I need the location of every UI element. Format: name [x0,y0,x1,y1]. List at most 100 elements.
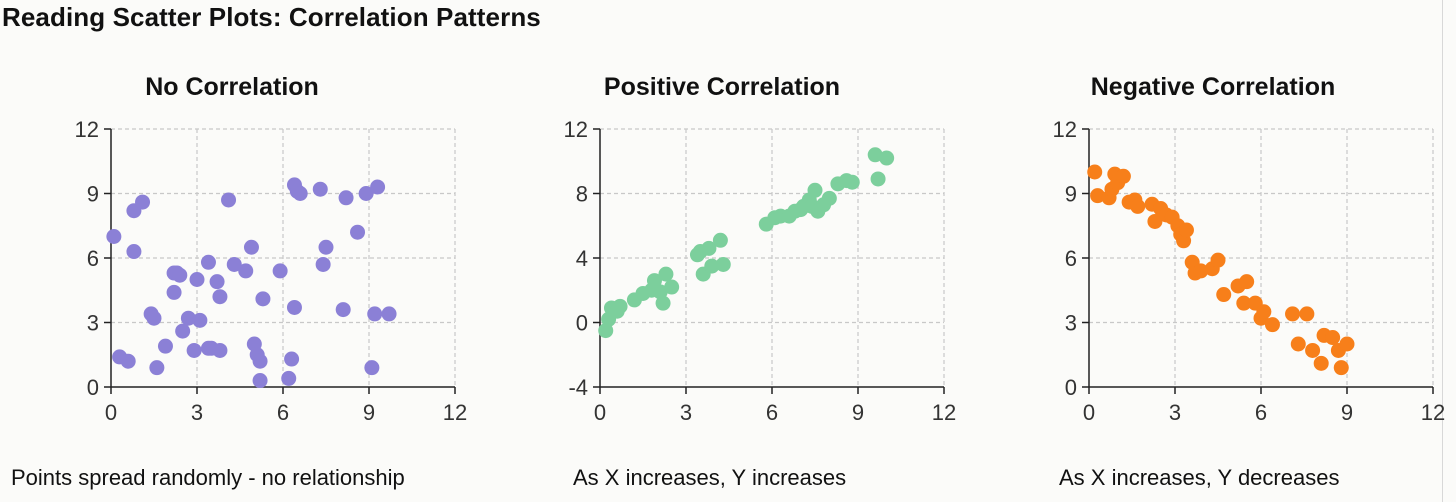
scatter-point [652,284,668,300]
scatter-point [1193,263,1209,279]
scatter-point [844,174,860,190]
y-tick-label: 6 [1065,246,1077,271]
scatter-point [701,240,717,256]
scatter-point [175,323,191,339]
scatter-point [1333,360,1349,376]
scatter-point [370,179,386,195]
scatter-point [1264,317,1280,333]
scatter-point [189,272,205,287]
y-tick-label: 0 [1065,375,1077,400]
x-tick-label: 3 [191,400,203,425]
scatter-point [807,182,823,198]
chart-2-caption: As X increases, Y increases [573,465,847,490]
y-tick-label: 9 [87,182,99,207]
y-tick-label: 9 [1065,182,1077,207]
scatter-point [238,263,254,279]
y-tick-label: 3 [1065,311,1077,336]
scatter-point [286,299,302,315]
scatter-point [715,256,731,272]
scatter-point [1305,342,1321,358]
y-tick-label: 3 [87,311,99,336]
x-tick-label: 9 [852,400,864,425]
scatter-point [209,274,225,290]
scatter-point [1285,306,1301,322]
scatter-point [252,373,268,389]
scatter-point [186,342,202,358]
scatter-point [243,239,259,255]
x-tick-label: 9 [1341,400,1353,425]
scatter-point [284,351,300,367]
y-tick-label: 12 [564,117,588,142]
scatter-point [106,229,122,244]
scatter-point [350,224,366,240]
chart-1-caption: Points spread randomly - no relationship [11,465,405,490]
scatter-point [338,190,354,206]
scatter-point [255,291,271,307]
scatter-point [292,186,308,201]
scatter-point [221,192,237,208]
scatter-point [867,147,883,163]
scatter-point [146,310,162,326]
x-tick-label: 6 [1255,400,1267,425]
scatter-point [704,258,720,274]
x-tick-label: 3 [680,400,692,425]
y-tick-label: 6 [87,246,99,271]
y-tick-label: 12 [75,117,99,142]
scatter-point [315,256,331,272]
scatter-point [381,306,397,322]
chart-3-title: Negative Correlation [1090,73,1336,101]
scatter-point [1090,188,1106,204]
x-tick-label: 9 [363,400,375,425]
scatter-point [1256,304,1272,320]
scatter-point [1290,336,1306,352]
scatter-point [367,306,383,322]
scatter-point [281,370,297,386]
scatter-point [166,284,182,300]
x-tick-label: 12 [932,400,956,425]
y-tick-label: 0 [576,311,588,336]
x-tick-label: 6 [766,400,778,425]
scatter-point [312,181,328,197]
scatter-point [664,279,680,295]
scatter-point [120,353,136,369]
scatter-point [157,338,173,354]
scatter-point [1147,213,1163,229]
scatter-point [1299,306,1315,322]
scatter-point [655,295,671,311]
x-tick-label: 0 [1083,400,1095,425]
chart-2-title: Positive Correlation [603,73,841,101]
y-tick-label: 0 [87,375,99,400]
page-right-border [1442,0,1443,502]
x-tick-label: 12 [443,400,467,425]
scatter-point [1178,222,1194,238]
scatter-point [1130,198,1146,214]
scatter-point [149,360,165,376]
scatter-point [879,150,895,166]
scatter-point [646,273,662,289]
scatter-point [658,266,674,282]
x-tick-label: 0 [105,400,117,425]
scatter-point [226,256,242,272]
x-tick-label: 12 [1421,400,1445,425]
scatter-point [1239,274,1255,290]
scatter-point [200,254,216,270]
scatter-point [598,323,614,339]
scatter-point [358,186,374,201]
page-title: Reading Scatter Plots: Correlation Patte… [2,2,541,32]
scatter-point [335,302,351,318]
x-tick-label: 0 [594,400,606,425]
scatter-point [212,342,228,358]
y-tick-label: 8 [576,182,588,207]
scatter-point [1087,164,1103,180]
scatter-point [1313,355,1329,371]
y-tick-label: -4 [568,375,588,400]
scatter-point [1339,336,1355,352]
y-tick-label: 4 [576,246,588,271]
chart-1-title: No Correlation [145,73,319,101]
scatter-point [212,289,228,305]
x-tick-label: 6 [277,400,289,425]
x-tick-label: 3 [1169,400,1181,425]
